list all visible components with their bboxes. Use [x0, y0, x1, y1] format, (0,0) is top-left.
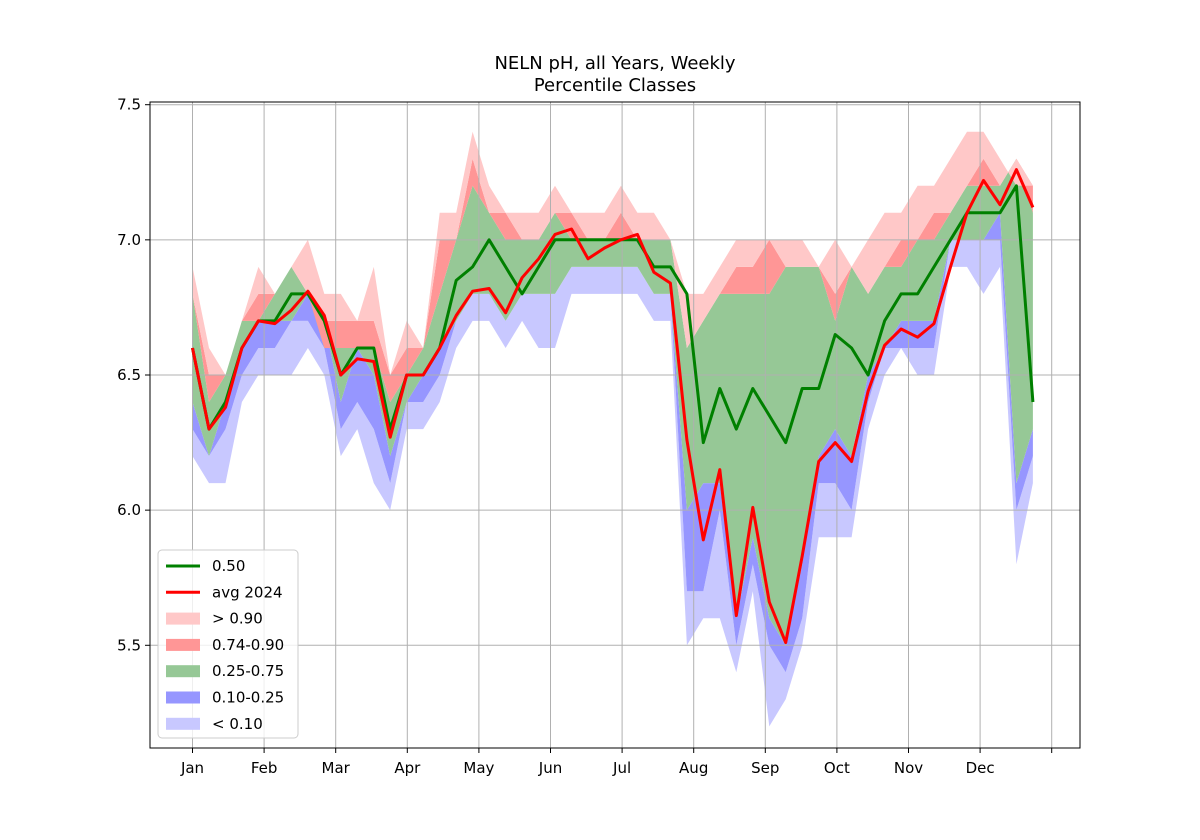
- x-tick-label: Nov: [894, 759, 923, 777]
- x-tick-label: Feb: [251, 759, 278, 777]
- y-tick-label: 6.0: [117, 501, 141, 519]
- legend-patch-swatch: [166, 691, 200, 704]
- avg-2024-line: [191, 168, 1035, 645]
- y-tick-label: 7.5: [117, 96, 141, 114]
- x-tick-label: Aug: [679, 759, 708, 777]
- legend-label: < 0.10: [212, 715, 263, 733]
- legend-label: 0.10-0.25: [212, 689, 284, 707]
- y-tick-label: 5.5: [117, 636, 141, 654]
- legend-patch-swatch: [166, 665, 200, 678]
- grid-lines: [150, 102, 1080, 748]
- legend-patch-swatch: [166, 717, 200, 730]
- legend-label: 0.74-0.90: [212, 636, 284, 654]
- x-tick-label: Mar: [322, 759, 351, 777]
- legend-patch-swatch: [166, 612, 200, 625]
- axis-ticks: Jan Feb Mar Apr May Jun Jul Aug Sep Oct Nov Dec 5.5 6…: [117, 96, 1053, 777]
- x-tick-label: Sep: [751, 759, 779, 777]
- x-tick-label: Jan: [180, 759, 204, 777]
- legend-label: > 0.90: [212, 610, 263, 628]
- band-above-90: [192, 131, 1033, 375]
- legend-label: avg 2024: [212, 583, 283, 601]
- legend: 0.50 avg 2024 > 0.90 0.74-0.90 0.25-0.75 0.10…: [157, 549, 299, 739]
- chart-subtitle: Percentile Classes: [534, 75, 696, 96]
- percentile-bands: [192, 131, 1033, 727]
- x-tick-label: May: [463, 759, 494, 777]
- band-25-75: [192, 158, 1033, 646]
- x-tick-label: Oct: [824, 759, 850, 777]
- legend-box: [157, 549, 299, 739]
- x-tick-label: Jun: [538, 759, 562, 777]
- chart-title: NELN pH, all Years, Weekly: [494, 53, 735, 74]
- y-tick-label: 7.0: [117, 231, 141, 249]
- plot-frame: [149, 101, 1081, 749]
- y-tick-label: 6.5: [117, 366, 141, 384]
- x-tick-label: Dec: [966, 759, 995, 777]
- legend-patch-swatch: [166, 638, 200, 651]
- legend-label: 0.50: [212, 557, 245, 575]
- legend-label: 0.25-0.75: [212, 662, 284, 680]
- x-tick-label: Jul: [612, 759, 631, 777]
- series-lines: [191, 168, 1035, 645]
- x-tick-label: Apr: [394, 759, 421, 777]
